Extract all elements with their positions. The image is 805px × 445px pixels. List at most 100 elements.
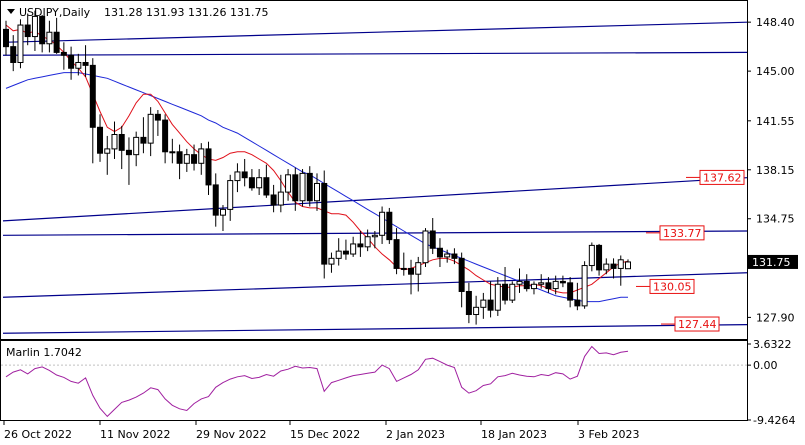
candle-body xyxy=(39,15,46,45)
time-axis-ticks: 26 Oct 2022 11 Nov 2022 29 Nov 2022 15 Dec … xyxy=(3,421,639,441)
candle-body xyxy=(480,299,487,308)
price-tick-label: 145.00 xyxy=(756,65,795,78)
candle-body xyxy=(219,208,226,216)
candle-body xyxy=(451,253,458,259)
candle-body xyxy=(379,211,386,236)
candle-body xyxy=(176,151,183,164)
candle-body xyxy=(46,31,53,45)
oscillator-frame xyxy=(0,340,748,421)
candle-body xyxy=(494,283,501,311)
candle-body xyxy=(140,136,147,144)
trend-line xyxy=(2,21,748,43)
price-tick-label: 138.15 xyxy=(756,164,795,177)
candle-body xyxy=(133,136,140,156)
candle-body xyxy=(458,257,465,292)
candle-body xyxy=(263,177,270,196)
price-tick-label: 148.40 xyxy=(756,16,795,29)
level-markers: 137.62 133.77 130.05 127.44 xyxy=(636,169,745,332)
level-label: 127.44 xyxy=(678,318,717,331)
current-price-badge: 131.75 xyxy=(748,254,798,269)
candle-body xyxy=(444,253,451,258)
candle-body xyxy=(212,184,219,216)
candle-body xyxy=(104,148,111,154)
candle-body xyxy=(314,182,320,202)
candle-body xyxy=(408,267,415,275)
level-label: 137.62 xyxy=(703,171,742,184)
candle-body xyxy=(154,113,161,121)
candle-body xyxy=(574,299,581,307)
time-tick-label: 3 Feb 2023 xyxy=(578,428,639,441)
candle-body xyxy=(234,171,241,182)
candle-body xyxy=(82,61,89,66)
candle-body xyxy=(183,154,190,164)
candle-body xyxy=(516,280,523,285)
candle-body xyxy=(422,230,429,264)
time-tick-label: 29 Nov 2022 xyxy=(196,428,266,441)
chart-header: USDJPY,Daily 131.28 131.93 131.26 131.75 xyxy=(7,6,268,19)
candle-body xyxy=(285,174,292,193)
candle-body xyxy=(567,282,574,301)
candle-body xyxy=(147,113,154,144)
candle-body xyxy=(545,282,552,290)
candle-body xyxy=(509,283,516,301)
candle-body xyxy=(227,180,234,210)
candle-body xyxy=(596,244,603,271)
level-box xyxy=(699,169,745,185)
time-tick-label: 2 Jan 2023 xyxy=(386,428,445,441)
candle-body xyxy=(256,177,263,189)
candle-body xyxy=(473,306,480,316)
candle-body xyxy=(603,263,610,271)
candle-body xyxy=(60,51,67,56)
candle-body xyxy=(24,24,31,38)
candle-body xyxy=(523,280,530,290)
level-box xyxy=(649,278,695,294)
candle-body xyxy=(248,177,255,189)
candle-body xyxy=(75,61,82,69)
candle-body xyxy=(321,182,328,265)
candle-body xyxy=(538,282,545,285)
candle-body xyxy=(292,174,299,202)
candle-body xyxy=(118,133,125,151)
time-tick-label: 18 Jan 2023 xyxy=(481,428,547,441)
oscillator-label: Marlin 1.7042 xyxy=(6,346,82,359)
candle-body xyxy=(10,46,17,63)
candle-body xyxy=(335,250,342,259)
candle-body xyxy=(299,172,306,202)
candle-body xyxy=(429,230,436,249)
candle-body xyxy=(97,126,104,154)
candle-body xyxy=(205,148,212,186)
collapse-triangle-icon[interactable] xyxy=(7,9,15,14)
candle-body xyxy=(31,15,38,38)
candle-body xyxy=(350,243,357,255)
candle-body xyxy=(3,28,9,48)
candle-body xyxy=(415,262,422,275)
price-tick-label: 141.55 xyxy=(756,115,795,128)
candle-body xyxy=(559,280,566,284)
candle-body xyxy=(342,250,349,255)
price-axis-ticks: 148.40 145.00 141.55 138.15 134.75 127.90 xyxy=(747,16,795,324)
candle-body xyxy=(393,239,400,269)
time-tick-label: 15 Dec 2022 xyxy=(290,428,360,441)
time-tick-label: 26 Oct 2022 xyxy=(4,428,72,441)
ohlc-readout: 131.28 131.93 131.26 131.75 xyxy=(104,6,268,19)
current-price-label: 131.75 xyxy=(752,256,791,269)
level-box xyxy=(674,316,720,332)
candle-body xyxy=(502,283,509,301)
candle-body xyxy=(400,267,407,270)
oscillator-tick-label: -9.4264 xyxy=(753,414,795,427)
candle-body xyxy=(364,236,371,248)
candle-body xyxy=(277,191,284,206)
candle-body xyxy=(125,149,132,156)
candle-body xyxy=(306,172,313,202)
candle-body xyxy=(588,244,595,267)
candle-body xyxy=(89,64,96,128)
oscillator-tick-label: 3.6322 xyxy=(753,338,792,351)
candle-body xyxy=(552,280,559,290)
trend-line xyxy=(2,51,748,56)
trend-line xyxy=(2,323,748,334)
candle-body xyxy=(436,247,443,258)
level-label: 130.05 xyxy=(653,280,692,293)
candle-body xyxy=(617,259,624,269)
price-tick-label: 134.75 xyxy=(756,213,795,226)
